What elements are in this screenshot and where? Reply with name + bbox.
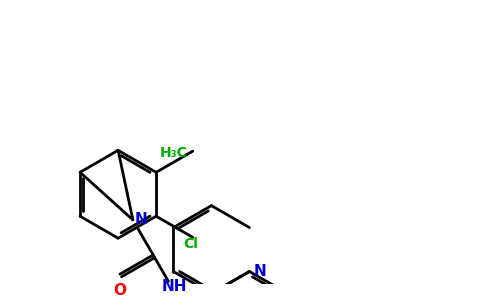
Text: O: O (113, 283, 126, 298)
Text: NH: NH (162, 279, 187, 294)
Text: N: N (254, 264, 267, 279)
Text: Cl: Cl (183, 237, 198, 251)
Text: N: N (135, 212, 147, 227)
Text: H₃C: H₃C (160, 146, 187, 160)
